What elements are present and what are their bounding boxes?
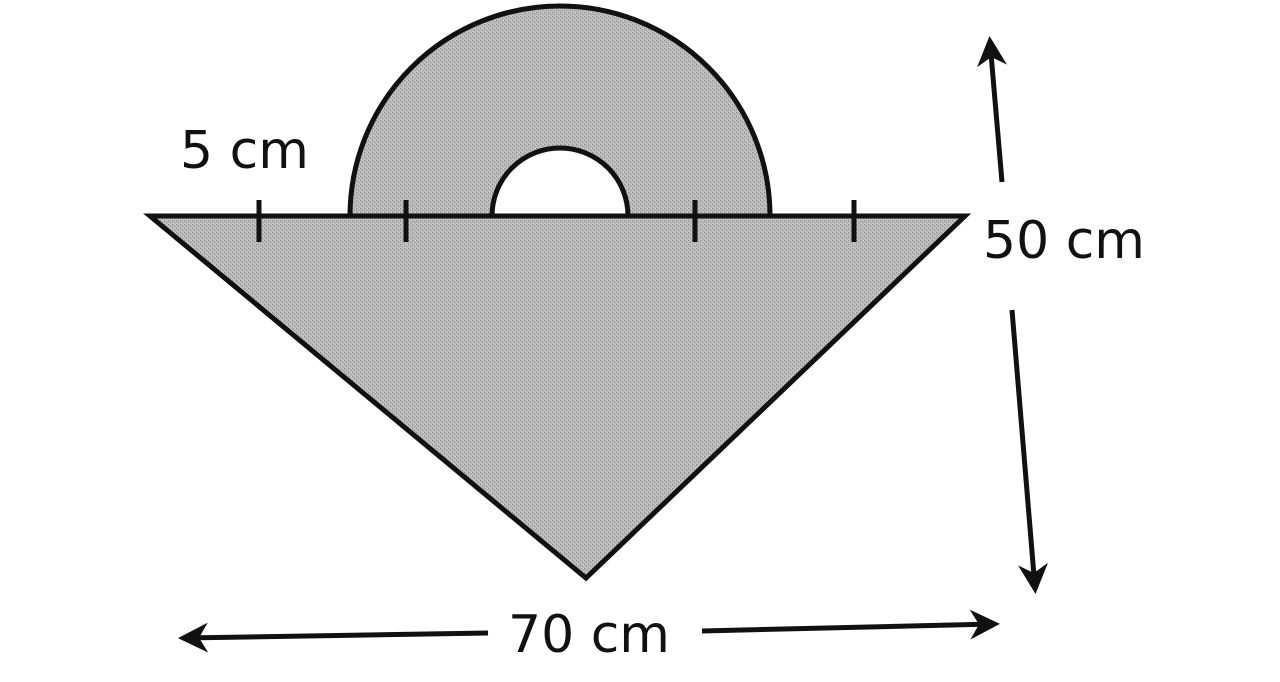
triangle-shape — [143, 213, 972, 582]
width-label: 70 cm — [508, 605, 670, 665]
band-width-label: 5 cm — [180, 121, 309, 181]
width-arrow-right — [701, 609, 1000, 640]
height-label: 50 cm — [983, 211, 1145, 271]
height-arrow-top — [977, 36, 1007, 183]
width-arrow-left — [178, 622, 489, 653]
tick-marks — [256, 200, 857, 242]
semicircle-ring — [347, 3, 773, 219]
height-arrow-bottom — [1009, 309, 1048, 594]
